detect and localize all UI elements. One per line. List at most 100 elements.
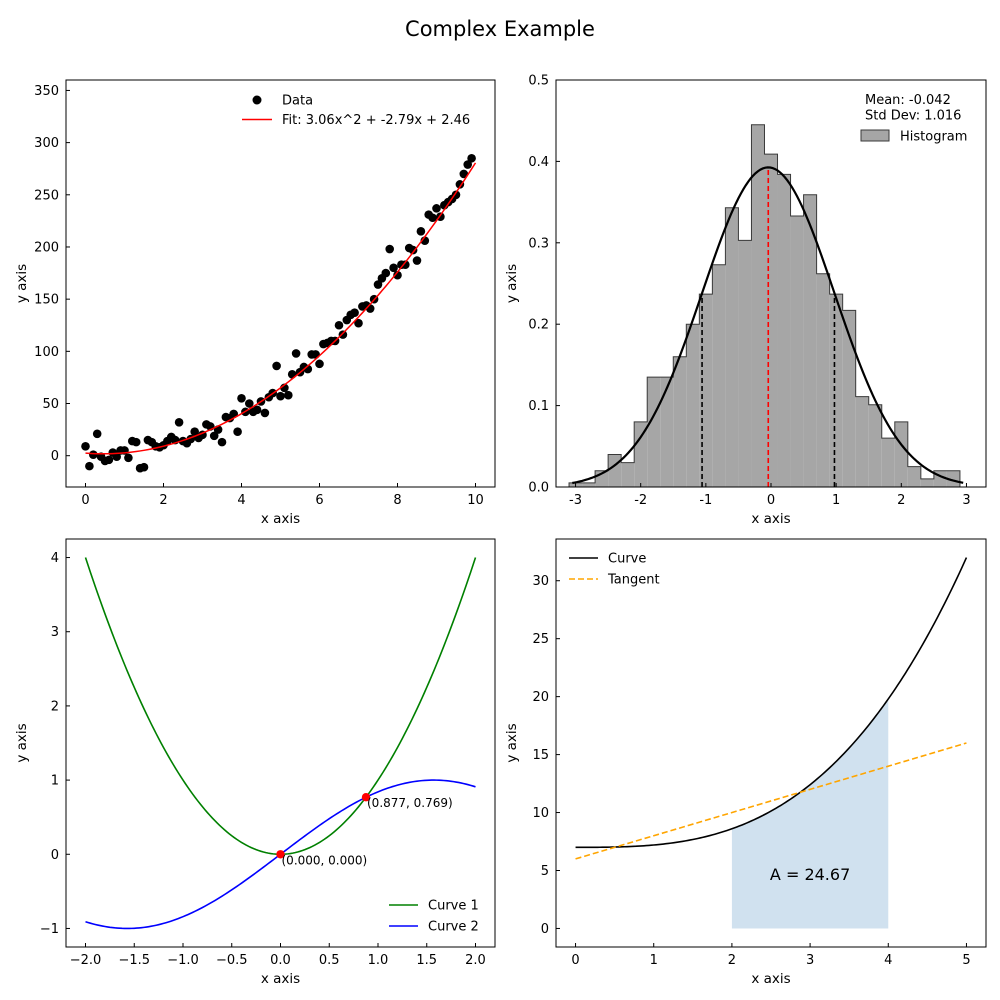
y-tick-label: 10 xyxy=(532,806,549,821)
std-dev-annotation: Std Dev: 1.016 xyxy=(865,109,961,124)
data-point xyxy=(311,350,320,359)
data-point xyxy=(245,399,254,408)
x-tick-label: 6 xyxy=(315,493,323,508)
y-tick-label: 4 xyxy=(51,551,59,566)
histogram-bar xyxy=(894,421,908,487)
legend-marker-data xyxy=(252,95,262,105)
axes-frame xyxy=(65,79,496,488)
y-tick-label: 20 xyxy=(532,690,549,705)
legend-label-data: Data xyxy=(282,94,313,109)
legend-label-curve-1: Curve 1 xyxy=(428,899,479,914)
data-point xyxy=(85,461,94,471)
histogram-bar xyxy=(777,174,791,487)
histogram-bar xyxy=(582,482,596,487)
x-tick-label: -2 xyxy=(634,493,647,508)
y-tick-label: 0 xyxy=(51,449,59,464)
histogram-bar xyxy=(790,215,804,488)
y-axis-label: y axis xyxy=(504,264,520,303)
data-point xyxy=(338,330,348,339)
y-tick-label: 0.2 xyxy=(528,318,549,333)
data-point xyxy=(276,391,285,401)
y-tick-label: 300 xyxy=(34,136,59,151)
x-tick-label: 1 xyxy=(832,493,840,508)
histogram-bar xyxy=(751,124,765,488)
legend-label-fit: Fit: 3.06x^2 + -2.79x + 2.46 xyxy=(282,113,470,128)
figure-title: Complex Example xyxy=(405,17,595,41)
x-axis-label: x axis xyxy=(751,511,790,527)
intersection-label: (0.000, 0.000) xyxy=(282,853,368,867)
intersection-point xyxy=(276,850,285,859)
y-tick-label: 1 xyxy=(51,774,59,789)
axes-frame xyxy=(555,538,987,948)
data-point xyxy=(412,256,422,265)
data-point xyxy=(237,393,246,403)
x-tick-label: 0.5 xyxy=(319,953,340,968)
area-label: A = 24.67 xyxy=(770,865,850,884)
x-tick-label: 8 xyxy=(393,493,401,508)
y-axis-label: y axis xyxy=(14,264,30,303)
y-axis-label: y axis xyxy=(504,723,520,762)
data-point xyxy=(373,280,383,289)
histogram-bar xyxy=(621,462,635,487)
x-tick-label: 1.0 xyxy=(368,953,389,968)
y-tick-label: 5 xyxy=(541,864,549,879)
y-tick-label: 0 xyxy=(541,922,549,937)
x-tick-label: -3 xyxy=(569,493,582,508)
intersection-point xyxy=(361,793,371,802)
data-point xyxy=(284,390,293,400)
data-point xyxy=(252,405,262,415)
histogram-bar xyxy=(608,454,622,487)
data-point xyxy=(463,160,473,169)
x-tick-label: 0 xyxy=(81,493,89,508)
histogram-bar xyxy=(842,310,856,487)
x-tick-label: 4 xyxy=(884,953,892,968)
data-point xyxy=(291,349,301,358)
data-point xyxy=(89,450,98,459)
data-point xyxy=(428,213,437,223)
y-tick-label: 100 xyxy=(34,345,59,360)
data-point xyxy=(401,260,410,270)
data-point xyxy=(209,431,219,441)
histogram-bar xyxy=(660,377,674,487)
histogram-bar xyxy=(803,194,817,488)
x-tick-label: −1.5 xyxy=(118,953,150,968)
x-tick-label: 0 xyxy=(767,493,775,508)
x-tick-label: 3 xyxy=(962,493,970,508)
histogram-bar xyxy=(686,324,700,487)
data-point xyxy=(467,153,476,163)
x-tick-label: 4 xyxy=(237,493,245,508)
data-point xyxy=(334,320,344,330)
legend-label-tangent: Tangent xyxy=(607,573,660,588)
data-point xyxy=(92,429,102,439)
x-tick-label: 10 xyxy=(467,493,484,508)
panel-curve-tangent-area: 0 1 2 3 4 5 0 5 10 15 20 25 30 x axis y axis A = 24.67 C… xyxy=(504,538,987,987)
x-tick-label: -1 xyxy=(699,493,712,508)
y-axis-label: y axis xyxy=(14,723,30,762)
y-tick-label: −1 xyxy=(40,922,59,937)
data-point xyxy=(459,169,469,179)
data-point xyxy=(432,204,441,213)
data-point xyxy=(124,453,133,463)
x-tick-label: −2.0 xyxy=(70,953,102,968)
y-tick-label: 150 xyxy=(34,293,59,308)
histogram-bar xyxy=(816,273,830,487)
histogram-bar xyxy=(868,404,882,487)
y-tick-label: 0.1 xyxy=(528,399,549,414)
shaded-area xyxy=(731,698,889,929)
x-tick-label: −1.0 xyxy=(167,953,199,968)
data-point xyxy=(131,437,141,447)
data-point xyxy=(416,227,426,236)
y-tick-label: 0 xyxy=(51,848,59,863)
data-point xyxy=(139,462,149,472)
y-tick-label: 50 xyxy=(42,397,59,412)
data-point xyxy=(190,427,199,436)
x-tick-label: 0 xyxy=(571,953,579,968)
histogram-bar xyxy=(673,356,687,487)
histogram-bar xyxy=(634,421,648,487)
y-tick-label: 0.3 xyxy=(528,236,549,251)
x-tick-label: 2.0 xyxy=(465,953,486,968)
x-tick-label: 2 xyxy=(728,953,736,968)
histogram-bar xyxy=(829,294,843,487)
data-point xyxy=(174,417,184,427)
y-tick-label: 0.0 xyxy=(528,481,549,496)
